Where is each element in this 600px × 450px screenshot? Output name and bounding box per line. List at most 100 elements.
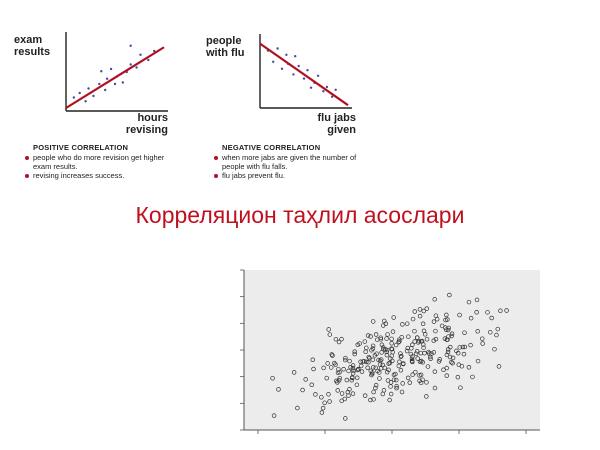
scatter-point [382,318,387,324]
scatter-point [458,385,463,390]
scatter-point [432,369,438,374]
scatter-point [398,351,403,356]
scatter-point [329,352,335,357]
pos-point-4 [92,94,95,98]
scatter-point [414,349,420,354]
scatter-point [381,388,387,393]
scatter-point [303,377,308,382]
neg-ylabel: people with flu [206,35,245,59]
scatter-point [424,394,429,399]
scatter-point [366,360,371,365]
pos-point-10 [113,82,117,86]
scatter-point [399,353,404,359]
scatter-point [341,366,346,372]
scatter-point [468,315,474,321]
scatter-point [466,299,472,305]
scatter-point [271,413,277,418]
scatter-point [405,345,410,351]
scatter-point [455,374,461,380]
scatter-point [449,360,454,365]
scatter-point [339,391,345,396]
scatter-point [377,358,383,364]
scatter-point [450,360,455,366]
neg-point-7 [294,55,297,58]
scatter-point [322,400,327,406]
neg-point-15 [325,85,329,89]
scatter-point [358,363,364,369]
scatter-point [417,359,423,364]
pos-trend-line [65,46,165,109]
scatter-point [370,365,376,370]
pos-ylabel: exam results [14,34,50,58]
scatter-point [409,359,415,364]
scatter-point [417,313,423,319]
positive-correlation-plot [65,32,168,112]
pos-point-14 [129,63,132,66]
scatter-point [384,349,389,355]
pos-point-17 [139,53,142,56]
scatter-point [409,356,415,362]
scatter-point [420,359,425,365]
scatter-point [421,308,426,314]
scatter-point [447,354,453,360]
scatter-point [420,321,426,327]
scatter-point [475,358,481,364]
neg-point-3 [280,67,284,70]
scatter-point [495,326,501,332]
scatter-point [410,354,415,359]
neg-point-9 [302,77,306,80]
scatter-point [334,378,339,384]
scatter-point [415,340,421,345]
neg-point-14 [322,90,325,93]
scatter-point [407,380,413,385]
scatter-point [450,355,456,361]
scatter-point [384,336,389,341]
scatter-point [470,374,475,380]
scatter-point [311,366,316,372]
scatter-point [336,367,341,372]
scatter-point [336,378,342,383]
pos-ylabel-line-2: results [14,46,51,58]
scatter-point [422,350,427,356]
neg-point-17 [334,88,337,91]
neg-point-13 [316,74,320,77]
scatter-point [421,342,426,347]
scatter-point [449,333,454,339]
scatter-point [343,416,348,421]
neg-notes: when more jabs are given the number of p… [213,153,373,180]
scatter-point [445,337,450,342]
neg-point-10 [306,69,309,72]
scatter-point [373,332,379,337]
scatter-point [350,365,356,371]
scatter-point [417,373,422,378]
scatter-point [357,341,362,346]
scatter-point [372,353,378,358]
scatter-point [319,394,324,400]
pos-note-2: revising increases success. [24,171,174,180]
scatter-point [368,334,373,339]
scatter-point [397,359,402,365]
pos-ylabel-line-1: exam [14,34,43,46]
scatter-point [270,375,275,381]
scatter-point [310,357,316,362]
scatter-point [309,382,315,388]
scatter-point [446,325,451,331]
scatter-point [350,371,356,376]
neg-note-2: flu jabs prevent flu. [213,171,373,180]
scatter-point [327,332,333,337]
scatter-point [475,329,480,334]
scatter-point [404,348,410,354]
scatter-point [295,405,300,411]
scatter-point [390,329,396,334]
scatter-point [424,306,430,311]
scatter-point [436,359,442,364]
scatter-point [342,357,348,363]
scatter-point [336,339,342,345]
scatter-point [300,387,305,393]
pos-xlabel: hours revising [112,112,168,136]
scatter-point [319,410,325,415]
pos-point-12 [121,81,125,84]
scatter-point [397,337,402,342]
scatter-point [460,344,466,350]
scatter-point [396,339,401,345]
